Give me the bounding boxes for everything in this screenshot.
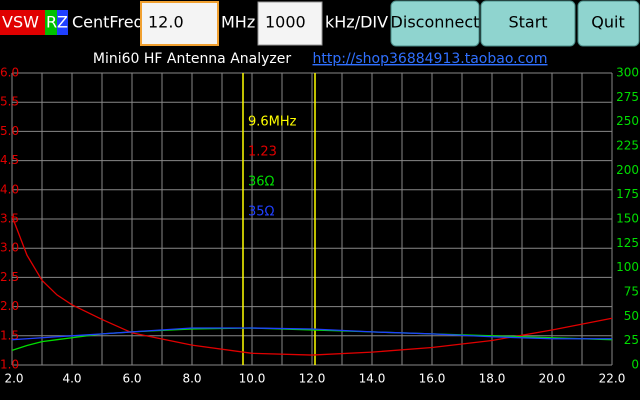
x-tick-label: 6.0 [122, 372, 141, 386]
y2-tick-label: 100 [616, 260, 639, 274]
y2-tick-label: 300 [616, 66, 639, 80]
vsw-swatch [0, 10, 45, 35]
x-tick-label: 18.0 [479, 372, 506, 386]
y-tick-label: 2.0 [0, 299, 19, 313]
start-button-label[interactable]: Start [508, 13, 547, 32]
y-tick-label: 6.0 [0, 66, 19, 80]
y-tick-label: 4.0 [0, 182, 19, 196]
cursor-annotation: 35Ω [248, 205, 275, 220]
cursor-annotation: 1.23 [248, 145, 277, 160]
y-tick-label: 4.5 [0, 153, 19, 167]
y2-tick-label: 200 [616, 163, 639, 177]
span-input[interactable] [257, 1, 323, 46]
center-freq-input[interactable] [140, 1, 219, 46]
y2-tick-label: 75 [624, 285, 639, 299]
cursor-annotation: 36Ω [248, 175, 275, 190]
y2-tick-label: 275 [616, 90, 639, 104]
series-line [11, 215, 613, 356]
y2-tick-label: 175 [616, 187, 639, 201]
y-tick-label: 5.5 [0, 95, 19, 109]
y2-tick-label: 125 [616, 236, 639, 250]
x-tick-label: 16.0 [419, 372, 446, 386]
y-tick-label: 1.0 [0, 358, 19, 372]
span-value[interactable]: 1000 [265, 13, 306, 32]
disconnect-button-label[interactable]: Disconnect [391, 13, 480, 32]
y-tick-label: 2.5 [0, 270, 19, 284]
y2-tick-label: 225 [616, 139, 639, 153]
x-tick-label: 14.0 [359, 372, 386, 386]
y2-tick-label: 25 [624, 333, 639, 347]
series-line [11, 327, 612, 341]
shop-link[interactable]: http://shop36884913.taobao.com [313, 51, 548, 67]
x-tick-label: 2.0 [4, 372, 23, 386]
y2-tick-label: 250 [616, 114, 639, 128]
y-tick-label: 5.0 [0, 124, 19, 138]
legend-z[interactable]: Z [57, 13, 68, 32]
center-freq-label: CentFreq [72, 13, 144, 32]
x-tick-label: 22.0 [599, 372, 626, 386]
quit-button-label[interactable]: Quit [591, 13, 624, 32]
quit-button[interactable] [577, 0, 640, 47]
y-tick-label: 1.5 [0, 328, 19, 342]
legend-vsw[interactable]: VSW [2, 13, 39, 32]
center-freq-unit: MHz [221, 13, 255, 32]
app-title: Mini60 HF Antenna Analyzer [93, 51, 292, 67]
x-tick-label: 4.0 [62, 372, 81, 386]
y-tick-label: 3.5 [0, 212, 19, 226]
x-tick-label: 20.0 [539, 372, 566, 386]
x-tick-label: 10.0 [239, 372, 266, 386]
y2-tick-label: 0 [631, 358, 639, 372]
y-tick-label: 3.0 [0, 241, 19, 255]
x-tick-label: 8.0 [182, 372, 201, 386]
r-swatch [45, 10, 57, 35]
cursor-annotation: 9.6MHz [248, 115, 297, 130]
disconnect-button[interactable] [390, 0, 480, 47]
center-freq-value[interactable]: 12.0 [148, 13, 184, 32]
start-button[interactable] [480, 0, 576, 47]
y2-tick-label: 50 [624, 309, 639, 323]
y2-tick-label: 150 [616, 212, 639, 226]
legend-r[interactable]: R [46, 13, 57, 32]
z-swatch [57, 10, 68, 35]
x-tick-label: 12.0 [299, 372, 326, 386]
span-unit: kHz/DIV [325, 13, 388, 32]
